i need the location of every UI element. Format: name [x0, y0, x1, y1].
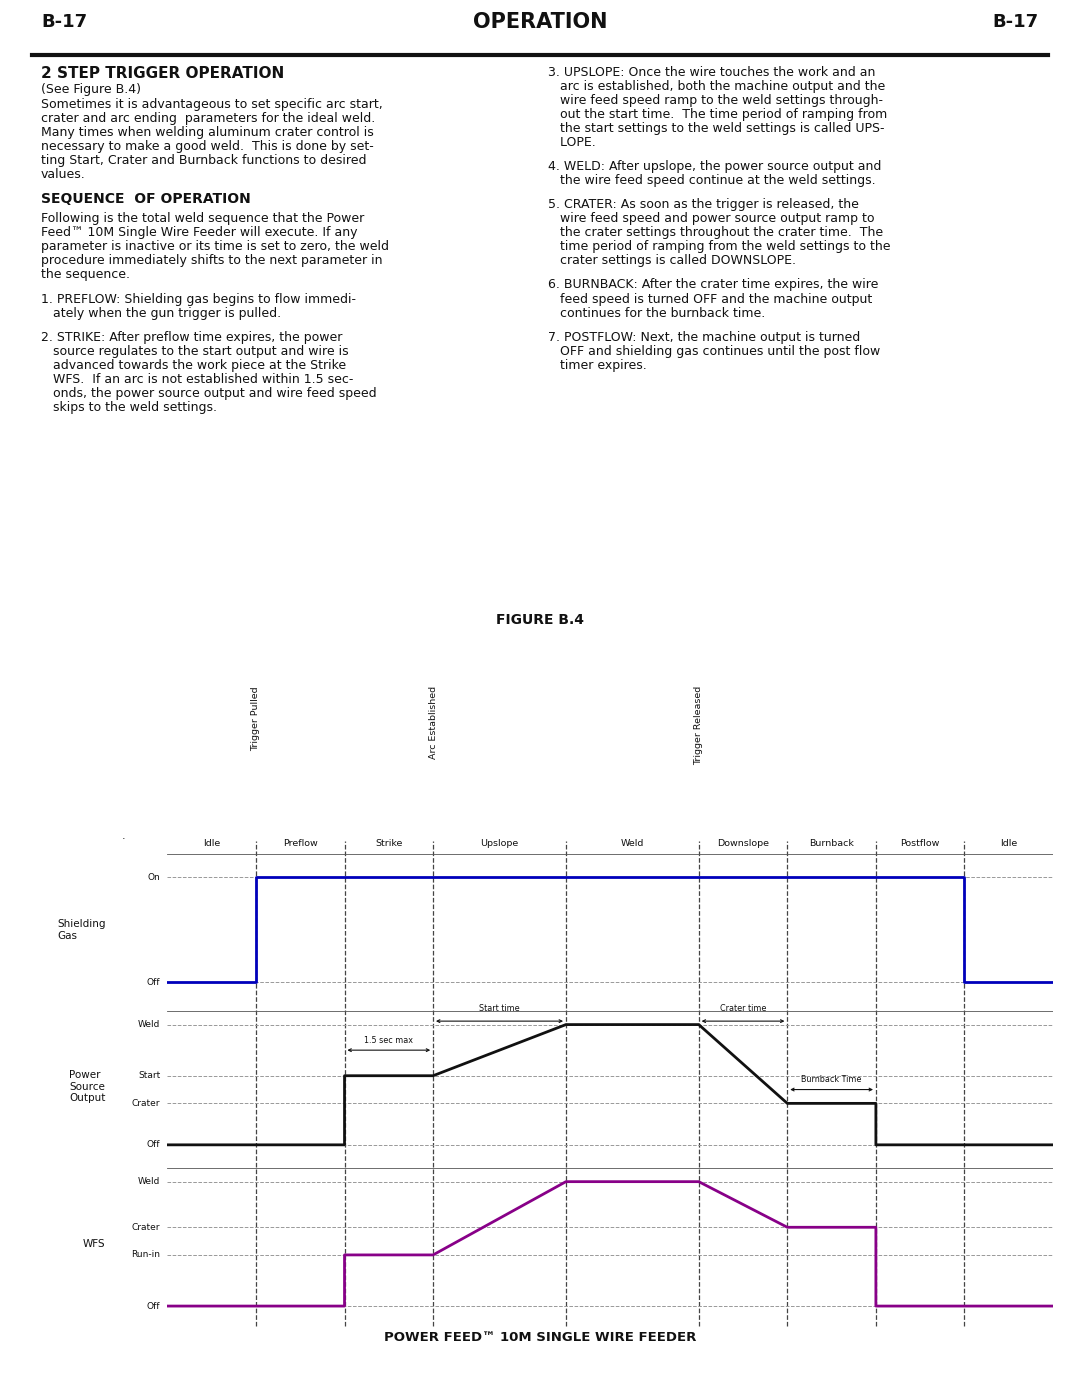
Text: LINCOLN®
ELECTRIC: LINCOLN® ELECTRIC: [515, 1349, 565, 1367]
Text: necessary to make a good weld.  This is done by set-: necessary to make a good weld. This is d…: [41, 140, 374, 153]
Text: Off: Off: [147, 1302, 160, 1310]
Text: values.: values.: [41, 168, 85, 182]
Text: Run-in: Run-in: [132, 1251, 160, 1259]
Text: Strike: Strike: [375, 838, 403, 848]
Text: 1.5 sec max: 1.5 sec max: [364, 1035, 414, 1045]
Text: Preflow: Preflow: [283, 838, 318, 848]
Text: B-17: B-17: [993, 12, 1039, 31]
Text: Start time: Start time: [480, 1004, 519, 1013]
Text: WFS: WFS: [83, 1239, 106, 1249]
Text: Trigger Pulled: Trigger Pulled: [252, 686, 260, 751]
Text: 6. BURNBACK: After the crater time expires, the wire: 6. BURNBACK: After the crater time expir…: [548, 279, 878, 291]
Text: Following is the total weld sequence that the Power: Following is the total weld sequence tha…: [41, 212, 364, 225]
Text: advanced towards the work piece at the Strike: advanced towards the work piece at the S…: [41, 358, 346, 372]
Text: 7. POSTFLOW: Next, the machine output is turned: 7. POSTFLOW: Next, the machine output is…: [548, 330, 861, 344]
Text: Downslope: Downslope: [717, 838, 769, 848]
Text: LOPE.: LOPE.: [548, 136, 596, 150]
Text: Crater: Crater: [132, 1223, 160, 1231]
Text: (See Figure B.4): (See Figure B.4): [41, 83, 141, 96]
Text: 4. WELD: After upslope, the power source output and: 4. WELD: After upslope, the power source…: [548, 161, 881, 174]
Text: arc is established, both the machine output and the: arc is established, both the machine out…: [548, 81, 886, 93]
Text: crater and arc ending  parameters for the ideal weld.: crater and arc ending parameters for the…: [41, 112, 375, 125]
Text: Upslope: Upslope: [481, 838, 518, 848]
Text: the start settings to the weld settings is called UPS-: the start settings to the weld settings …: [548, 122, 885, 136]
Text: Feed™ 10M Single Wire Feeder will execute. If any: Feed™ 10M Single Wire Feeder will execut…: [41, 226, 357, 240]
Text: Arc Established: Arc Established: [429, 686, 437, 759]
Text: Weld: Weld: [621, 838, 644, 848]
Text: FIGURE B.4: FIGURE B.4: [496, 613, 584, 627]
Text: Shielding
Gas: Shielding Gas: [57, 919, 106, 941]
Text: Idle: Idle: [1000, 838, 1017, 848]
Text: Many times when welding aluminum crater control is: Many times when welding aluminum crater …: [41, 126, 374, 139]
Text: the sequence.: the sequence.: [41, 268, 130, 282]
Text: onds, the power source output and wire feed speed: onds, the power source output and wire f…: [41, 387, 377, 400]
Text: 2 STEP TRIGGER OPERATION: 2 STEP TRIGGER OPERATION: [41, 67, 284, 82]
Text: wire feed speed ramp to the weld settings through-: wire feed speed ramp to the weld setting…: [548, 94, 883, 107]
Text: ting Start, Crater and Burnback functions to desired: ting Start, Crater and Burnback function…: [41, 154, 366, 168]
Text: Weld: Weld: [138, 1020, 160, 1029]
Text: procedure immediately shifts to the next parameter in: procedure immediately shifts to the next…: [41, 254, 382, 268]
Text: wire feed speed and power source output ramp to: wire feed speed and power source output …: [548, 212, 875, 225]
Text: the crater settings throughout the crater time.  The: the crater settings throughout the crate…: [548, 226, 883, 240]
Text: OPERATION: OPERATION: [473, 12, 607, 32]
Text: out the start time.  The time period of ramping from: out the start time. The time period of r…: [548, 108, 888, 121]
Text: Power
Source
Output: Power Source Output: [69, 1070, 106, 1103]
Text: On: On: [148, 873, 160, 881]
Text: continues for the burnback time.: continues for the burnback time.: [548, 307, 766, 319]
Text: Burnback Time: Burnback Time: [801, 1076, 862, 1084]
Text: Sometimes it is advantageous to set specific arc start,: Sometimes it is advantageous to set spec…: [41, 99, 382, 111]
Text: Off: Off: [147, 1141, 160, 1149]
Text: Burnback: Burnback: [809, 838, 854, 848]
Text: Weld: Weld: [138, 1177, 160, 1187]
Text: SEQUENCE  OF OPERATION: SEQUENCE OF OPERATION: [41, 193, 251, 207]
Text: 2. STRIKE: After preflow time expires, the power: 2. STRIKE: After preflow time expires, t…: [41, 330, 342, 344]
Text: Postflow: Postflow: [901, 838, 940, 848]
Text: 5. CRATER: As soon as the trigger is released, the: 5. CRATER: As soon as the trigger is rel…: [548, 198, 859, 211]
Text: source regulates to the start output and wire is: source regulates to the start output and…: [41, 344, 349, 358]
Text: 3. UPSLOPE: Once the wire touches the work and an: 3. UPSLOPE: Once the wire touches the wo…: [548, 67, 876, 79]
Text: POWER FEED™ 10M SINGLE WIRE FEEDER: POWER FEED™ 10M SINGLE WIRE FEEDER: [383, 1331, 697, 1344]
Text: crater settings is called DOWNSLOPE.: crater settings is called DOWNSLOPE.: [548, 254, 796, 268]
Text: Off: Off: [147, 977, 160, 987]
Text: Crater: Crater: [132, 1099, 160, 1108]
Text: ately when the gun trigger is pulled.: ately when the gun trigger is pulled.: [41, 307, 281, 319]
Text: Trigger Released: Trigger Released: [694, 686, 703, 765]
Text: 1. PREFLOW: Shielding gas begins to flow immedi-: 1. PREFLOW: Shielding gas begins to flow…: [41, 293, 356, 305]
Text: time period of ramping from the weld settings to the: time period of ramping from the weld set…: [548, 240, 891, 254]
Text: Idle: Idle: [203, 838, 220, 848]
Text: .: .: [121, 831, 125, 841]
Text: WFS.  If an arc is not established within 1.5 sec-: WFS. If an arc is not established within…: [41, 372, 353, 386]
Text: the wire feed speed continue at the weld settings.: the wire feed speed continue at the weld…: [548, 175, 876, 187]
Text: Start: Start: [138, 1072, 160, 1080]
Text: OFF and shielding gas continues until the post flow: OFF and shielding gas continues until th…: [548, 344, 880, 358]
Text: B-17: B-17: [41, 12, 87, 31]
Text: feed speed is turned OFF and the machine output: feed speed is turned OFF and the machine…: [548, 293, 873, 305]
Text: parameter is inactive or its time is set to zero, the weld: parameter is inactive or its time is set…: [41, 240, 389, 254]
Text: Crater time: Crater time: [720, 1004, 766, 1013]
Text: timer expires.: timer expires.: [548, 358, 647, 372]
Text: skips to the weld settings.: skips to the weld settings.: [41, 401, 217, 414]
